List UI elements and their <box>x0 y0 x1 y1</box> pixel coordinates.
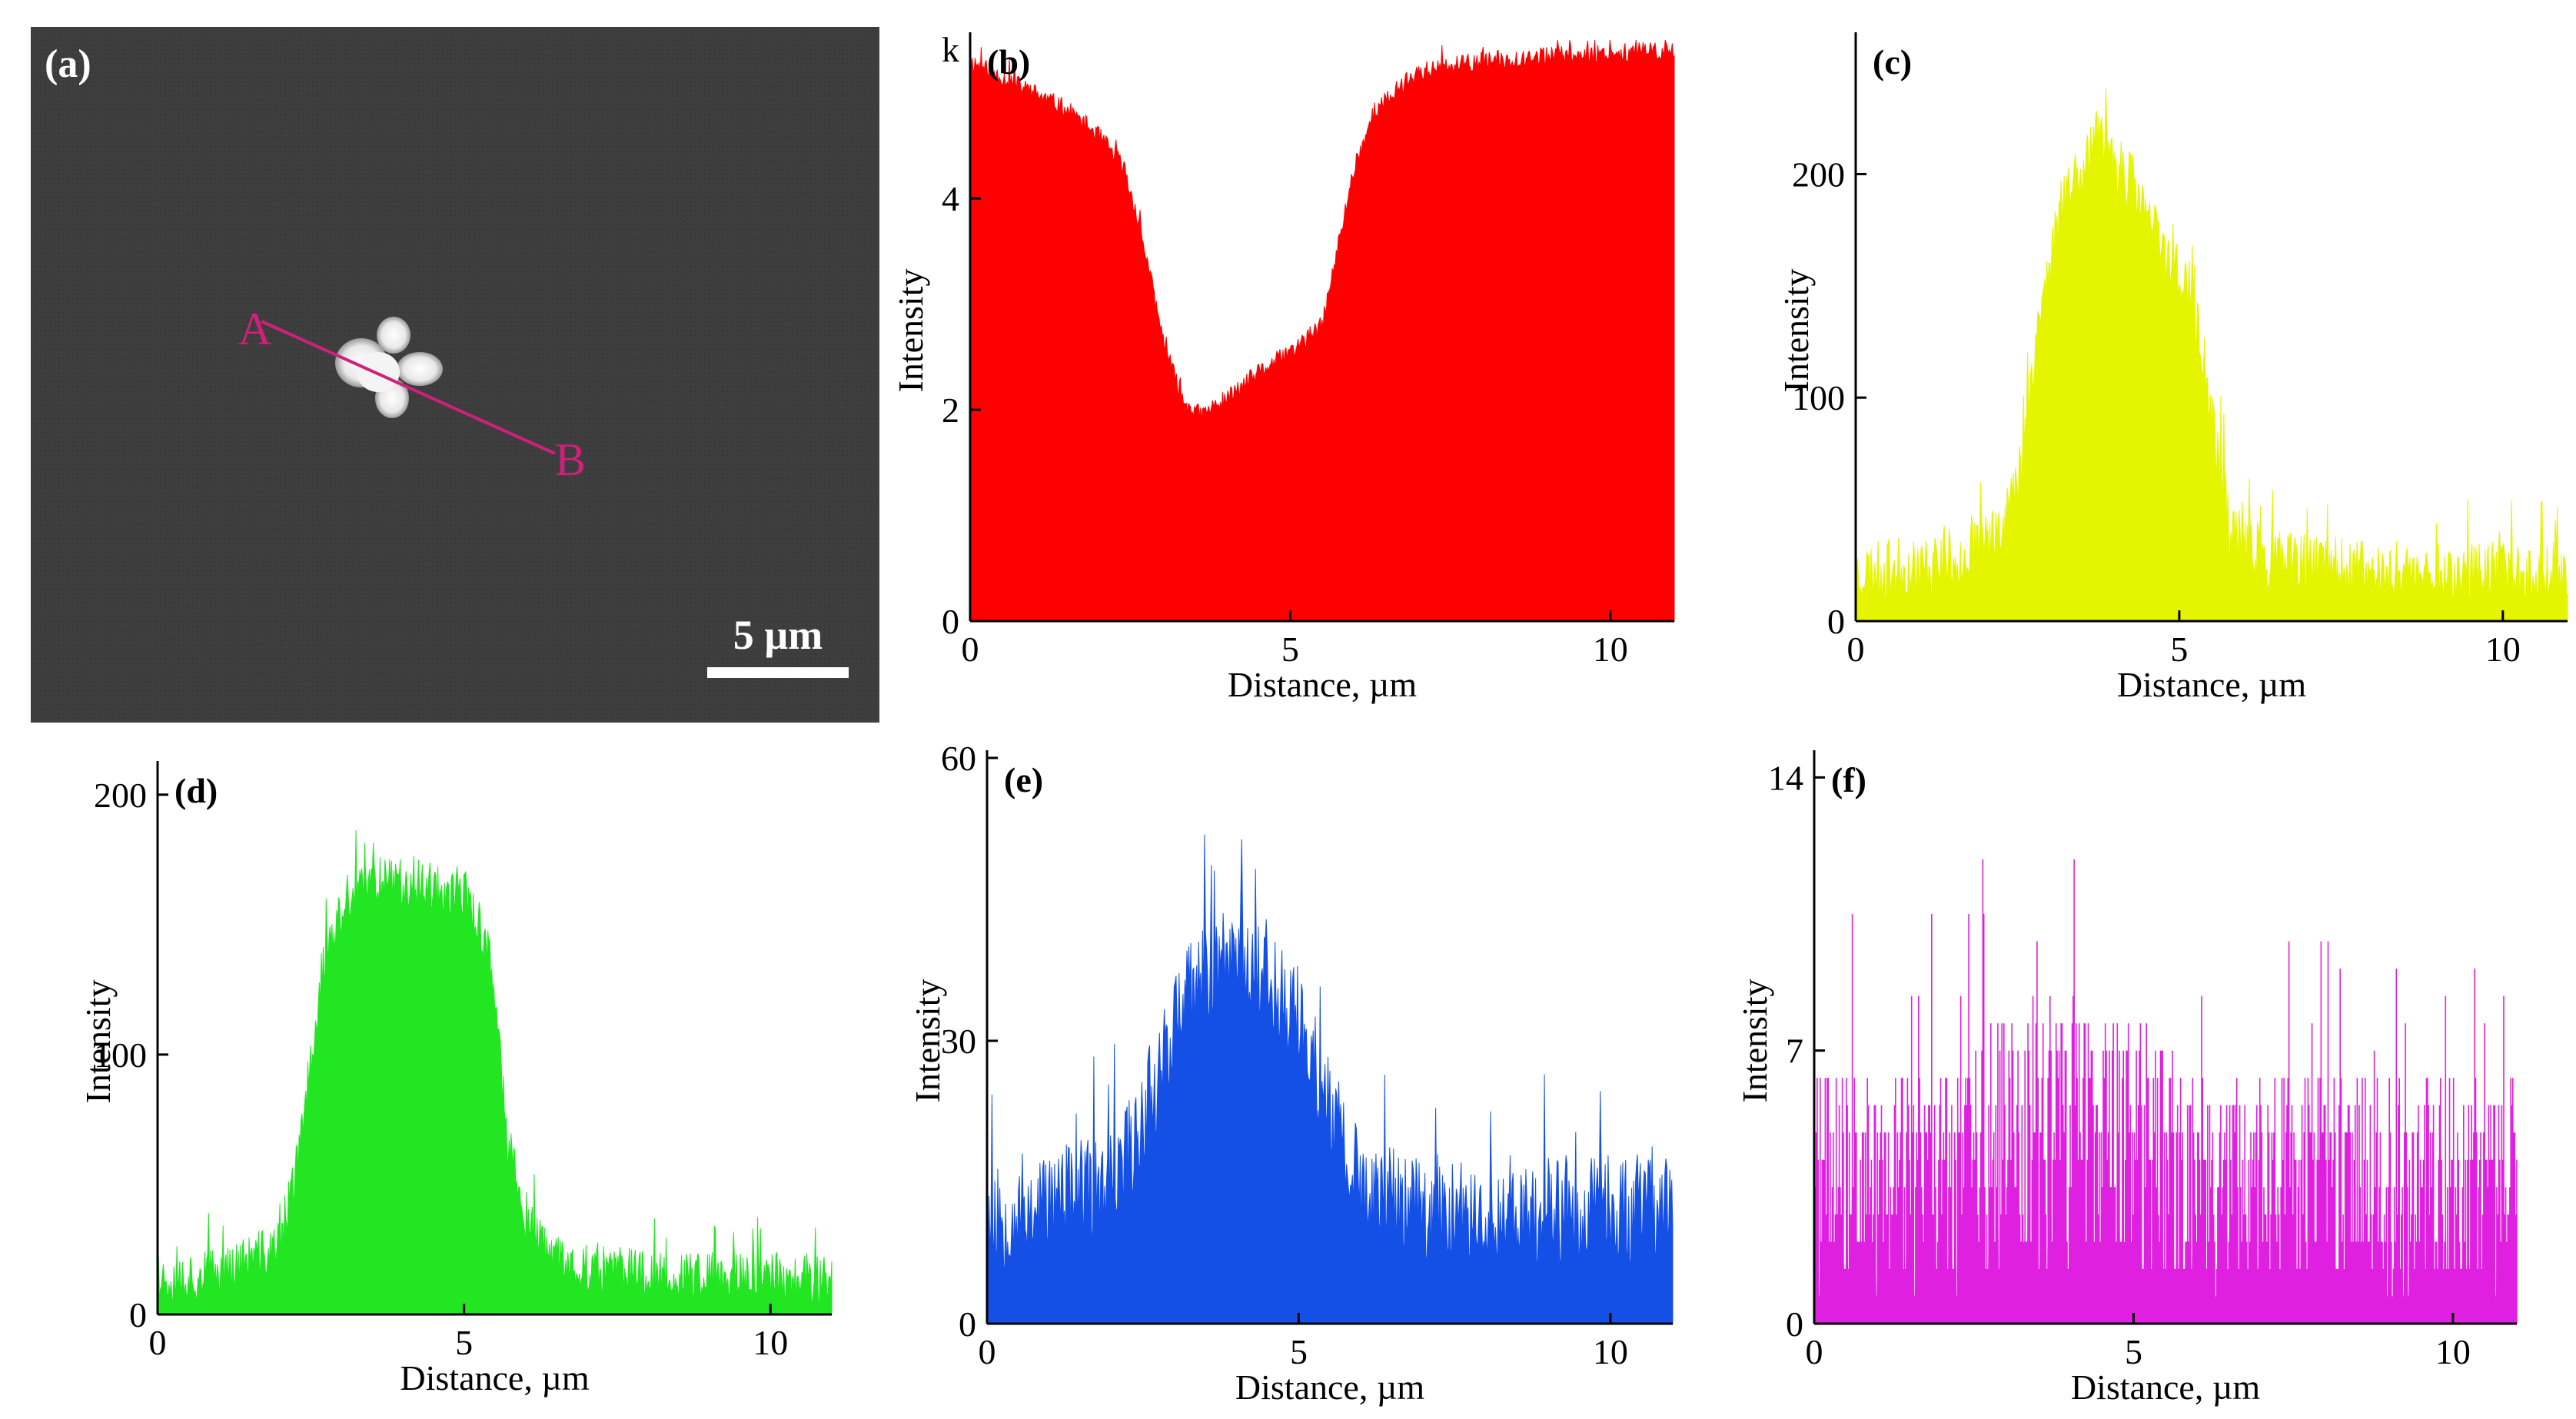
chart-c-series <box>1855 88 2568 622</box>
line-scan-path <box>261 320 556 455</box>
chart-e-xtick-label: 0 <box>979 1332 996 1371</box>
chart-c-xlabel: Distance, µm <box>2117 665 2306 704</box>
chart-d-xtick-label: 5 <box>455 1323 473 1362</box>
chart-f-ytick-label: 7 <box>1786 1032 1803 1071</box>
chart-c-ylabel: Intensity <box>1777 269 1816 393</box>
chart-d-ytick-label: 200 <box>94 776 147 815</box>
chart-c-xtick-label: 10 <box>2485 630 2521 669</box>
chart-b-xtick-label: 0 <box>962 630 979 669</box>
chart-b-ytick-label: 0 <box>942 602 959 641</box>
chart-d-xtick-label: 0 <box>149 1323 167 1362</box>
chart-b-panel-label: (b) <box>987 42 1030 81</box>
chart-f-xtick-label: 0 <box>1806 1332 1823 1371</box>
sem-image-background <box>31 27 879 723</box>
scale-bar <box>707 667 849 678</box>
chart-b-xtick-label: 5 <box>1281 630 1299 669</box>
point-a-label: A <box>238 304 271 354</box>
chart-e-ytick-label: 30 <box>941 1022 976 1061</box>
chart-f-panel-label: (f) <box>1831 760 1866 799</box>
chart-b-series <box>969 39 1675 622</box>
chart-c-ytick-label: 0 <box>1827 602 1845 641</box>
chart-f-xtick-label: 10 <box>2435 1332 2471 1371</box>
chart-e-series <box>986 834 1674 1324</box>
chart-f-ylabel: Intensity <box>1735 979 1774 1103</box>
chart-c-xtick-label: 0 <box>1847 630 1865 669</box>
chart-f-base <box>1814 1068 2517 1324</box>
chart-f: 0 5 10 0 7 14 Distance, µm Intensity (f) <box>1735 750 2518 1407</box>
chart-b-ylabel: Intensity <box>891 269 930 393</box>
point-b-label: B <box>555 434 586 485</box>
chart-b-ytick-label: 4 <box>942 179 959 218</box>
chart-b-ytick-label: 2 <box>942 390 959 430</box>
chart-b-xtick-label: 10 <box>1593 630 1628 669</box>
chart-d-xtick-label: 10 <box>753 1323 788 1362</box>
chart-c-ytick-label: 100 <box>1792 378 1845 417</box>
chart-e-xtick-label: 10 <box>1593 1332 1628 1371</box>
chart-c-xtick-label: 5 <box>2170 630 2188 669</box>
chart-b-unit-prefix: k <box>942 30 959 69</box>
chart-d-ytick-label: 100 <box>94 1035 147 1075</box>
chart-e-ytick-label: 60 <box>941 739 976 778</box>
chart-d-xlabel: Distance, µm <box>400 1358 589 1397</box>
chart-e-panel-label: (e) <box>1004 760 1043 799</box>
chart-e: 0 5 10 0 30 60 Distance, µm Intensity (e) <box>908 739 1674 1407</box>
chart-f-ytick-label: 0 <box>1786 1304 1803 1344</box>
chart-d-series <box>157 830 833 1315</box>
chart-b: 0 5 10 0 2 4 k Distance, µm Intensity (b) <box>891 30 1675 704</box>
chart-c-ytick-label: 200 <box>1792 155 1845 194</box>
chart-f-xlabel: Distance, µm <box>2071 1367 2260 1407</box>
chart-f-spikes <box>1813 859 2518 1324</box>
chart-e-ylabel: Intensity <box>908 979 947 1103</box>
sem-image-panel: A B 5 µm (a) <box>31 27 879 723</box>
chart-d-panel-label: (d) <box>175 771 218 810</box>
chart-c-panel-label: (c) <box>1873 42 1912 81</box>
particle <box>335 317 443 418</box>
panel-a-label: (a) <box>45 42 91 86</box>
chart-f-ytick-label: 14 <box>1768 758 1803 797</box>
chart-e-xtick-label: 5 <box>1290 1332 1308 1371</box>
chart-e-ytick-label: 0 <box>959 1304 976 1344</box>
chart-f-xtick-label: 5 <box>2125 1332 2142 1371</box>
chart-d-ylabel: Intensity <box>78 980 118 1104</box>
scale-bar-label: 5 µm <box>733 612 823 658</box>
chart-b-xlabel: Distance, µm <box>1228 665 1417 704</box>
chart-d-ytick-label: 0 <box>129 1295 147 1334</box>
chart-e-xlabel: Distance, µm <box>1235 1367 1424 1407</box>
